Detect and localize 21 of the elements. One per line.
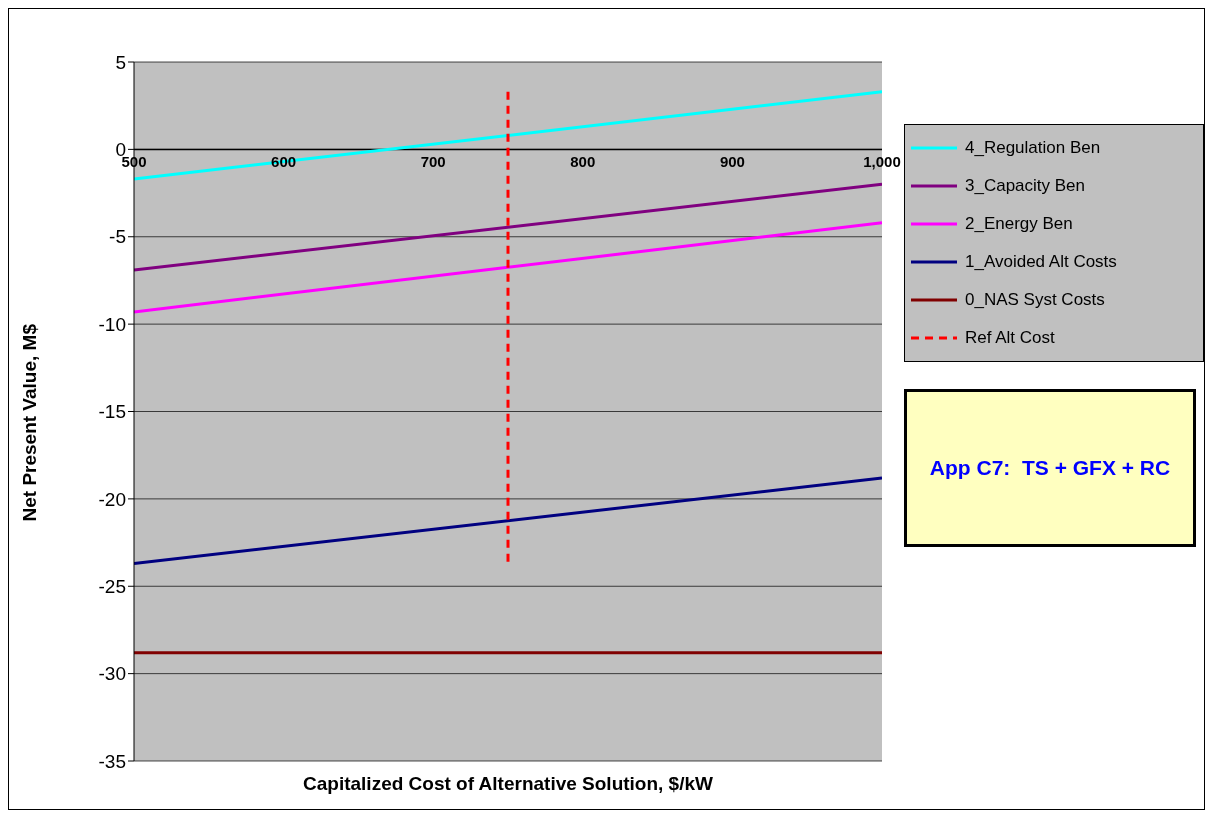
y-axis-title: Net Present Value, M$ [18,323,40,522]
y-tick-label: -15 [98,401,126,423]
legend-label: Ref Alt Cost [965,328,1055,348]
y-tick-label: -10 [98,313,126,335]
x-axis-title: Capitalized Cost of Alternative Solution, $/kW [302,773,714,795]
x-tick-label: 900 [719,153,745,171]
y-tick-label: -25 [98,575,126,597]
y-tick-label: 5 [115,51,126,73]
y-tick-label: -5 [109,226,126,248]
text: App C7: TS + GFX + RC [904,389,1196,547]
legend-label: 3_Capacity Ben [965,176,1086,196]
legend-label: 0_NAS Syst Costs [965,290,1105,310]
legend-label: 4_Regulation Ben [965,138,1101,158]
y-tick-label: -30 [98,663,126,685]
x-tick-label: 700 [420,153,446,171]
legend-label: 1_Avoided Alt Costs [965,252,1117,272]
y-tick-label: -35 [98,750,126,772]
x-tick-label: 1,000 [863,153,901,171]
y-tick-label: -20 [98,488,126,510]
legend-label: 2_Energy Ben [965,214,1073,234]
x-tick-label: 800 [570,153,596,171]
